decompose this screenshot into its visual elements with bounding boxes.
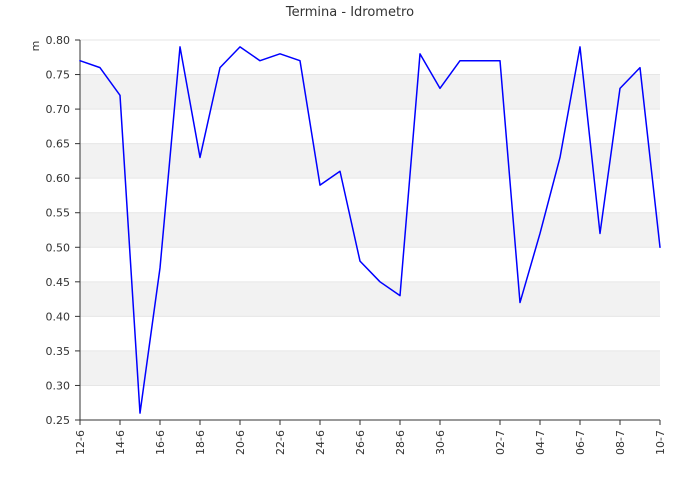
series-layer <box>79 46 661 414</box>
x-tick-label: 08-7 <box>614 430 627 455</box>
x-tick-label: 30-6 <box>434 430 447 455</box>
x-tick-label: 28-6 <box>394 430 407 455</box>
x-tick-label: 22-6 <box>274 430 287 455</box>
x-tick-label: 26-6 <box>354 430 367 455</box>
grid-band <box>80 350 660 386</box>
x-tick-label: 02-7 <box>494 430 507 455</box>
y-axis-label: m <box>29 41 42 52</box>
grid-bands <box>80 74 660 386</box>
y-tick-label: 0.40 <box>46 310 71 323</box>
y-tick-labels: 0.25 0.30 0.35 0.40 0.45 0.50 0.55 0.60 0.65 0.70… <box>46 34 71 427</box>
x-tick-label: 10-7 <box>654 430 667 455</box>
x-tick-label: 24-6 <box>314 430 327 455</box>
chart-title: Termina - Idrometro <box>285 5 414 20</box>
x-tick-label: 18-6 <box>194 430 207 455</box>
y-tick-label: 0.80 <box>46 34 71 47</box>
y-tick-label: 0.60 <box>46 172 71 185</box>
x-tick-label: 06-7 <box>574 430 587 455</box>
grid-band <box>80 74 660 110</box>
grid-band <box>80 212 660 248</box>
x-tick-label: 14-6 <box>114 430 127 455</box>
y-tick-label: 0.35 <box>46 345 71 358</box>
x-tick-label: 20-6 <box>234 430 247 455</box>
x-tick-label: 12-6 <box>74 430 87 455</box>
y-tick-label: 0.55 <box>46 207 71 220</box>
grid-lines <box>80 39 660 421</box>
y-tick-label: 0.70 <box>46 103 71 116</box>
y-tick-label: 0.25 <box>46 414 71 427</box>
y-tick-label: 0.45 <box>46 276 71 289</box>
y-tick-label: 0.30 <box>46 379 71 392</box>
axes <box>75 39 661 425</box>
y-tick-label: 0.65 <box>46 138 71 151</box>
grid-band <box>80 281 660 317</box>
x-tick-label: 04-7 <box>534 430 547 455</box>
series-line <box>79 46 661 414</box>
x-tick-label: 16-6 <box>154 430 167 455</box>
y-tick-label: 0.50 <box>46 241 71 254</box>
y-tick-label: 0.75 <box>46 69 71 82</box>
x-tick-labels: 12-6 14-6 16-6 18-6 20-6 22-6 24-6 26-6 28-6 30-6… <box>74 430 667 455</box>
grid-band <box>80 143 660 179</box>
